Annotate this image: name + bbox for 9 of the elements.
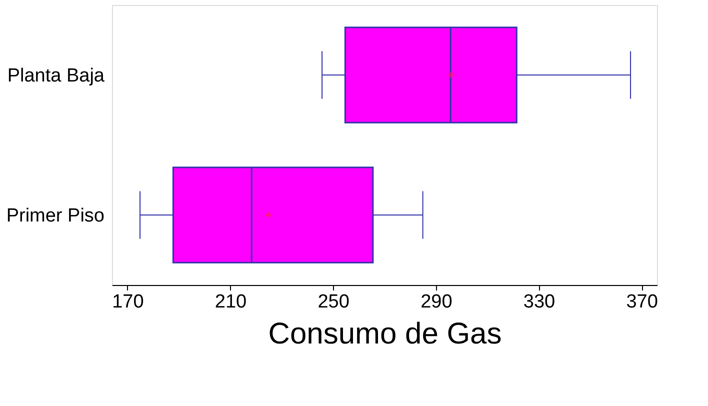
y-tick-label: Planta Baja	[7, 66, 105, 86]
y-tick-label: Primer Piso	[6, 206, 104, 226]
x-tick-label: 210	[214, 292, 247, 312]
x-tick-label: 290	[420, 292, 452, 312]
x-tick-label: 170	[112, 292, 144, 312]
x-tick-label: 250	[318, 292, 350, 312]
x-tick-label: 370	[626, 292, 658, 312]
x-axis-title: Consumo de Gas	[268, 318, 502, 350]
x-tick-label: 330	[523, 292, 556, 312]
